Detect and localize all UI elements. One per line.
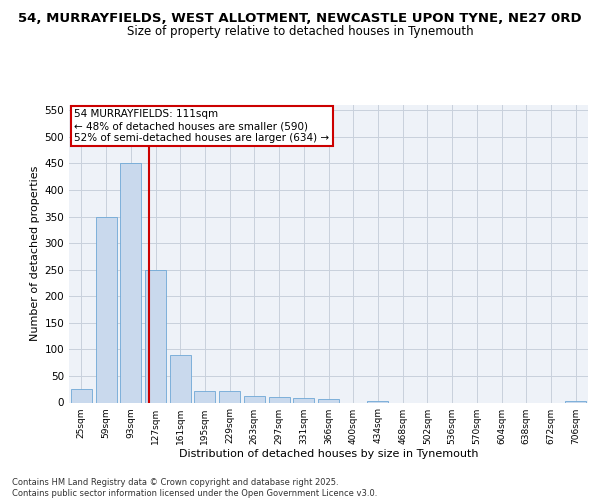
Bar — [145, 270, 166, 402]
Text: 54, MURRAYFIELDS, WEST ALLOTMENT, NEWCASTLE UPON TYNE, NE27 0RD: 54, MURRAYFIELDS, WEST ALLOTMENT, NEWCAS… — [18, 12, 582, 26]
Y-axis label: Number of detached properties: Number of detached properties — [30, 166, 40, 342]
Bar — [219, 391, 240, 402]
Bar — [244, 396, 265, 402]
Bar — [170, 354, 191, 403]
Bar — [269, 397, 290, 402]
X-axis label: Distribution of detached houses by size in Tynemouth: Distribution of detached houses by size … — [179, 450, 478, 460]
Bar — [565, 401, 586, 402]
Text: Size of property relative to detached houses in Tynemouth: Size of property relative to detached ho… — [127, 25, 473, 38]
Bar — [120, 164, 141, 402]
Bar — [367, 401, 388, 402]
Bar — [293, 398, 314, 402]
Text: 54 MURRAYFIELDS: 111sqm
← 48% of detached houses are smaller (590)
52% of semi-d: 54 MURRAYFIELDS: 111sqm ← 48% of detache… — [74, 110, 329, 142]
Text: Contains HM Land Registry data © Crown copyright and database right 2025.
Contai: Contains HM Land Registry data © Crown c… — [12, 478, 377, 498]
Bar — [95, 216, 116, 402]
Bar — [318, 400, 339, 402]
Bar — [194, 391, 215, 402]
Bar — [71, 389, 92, 402]
